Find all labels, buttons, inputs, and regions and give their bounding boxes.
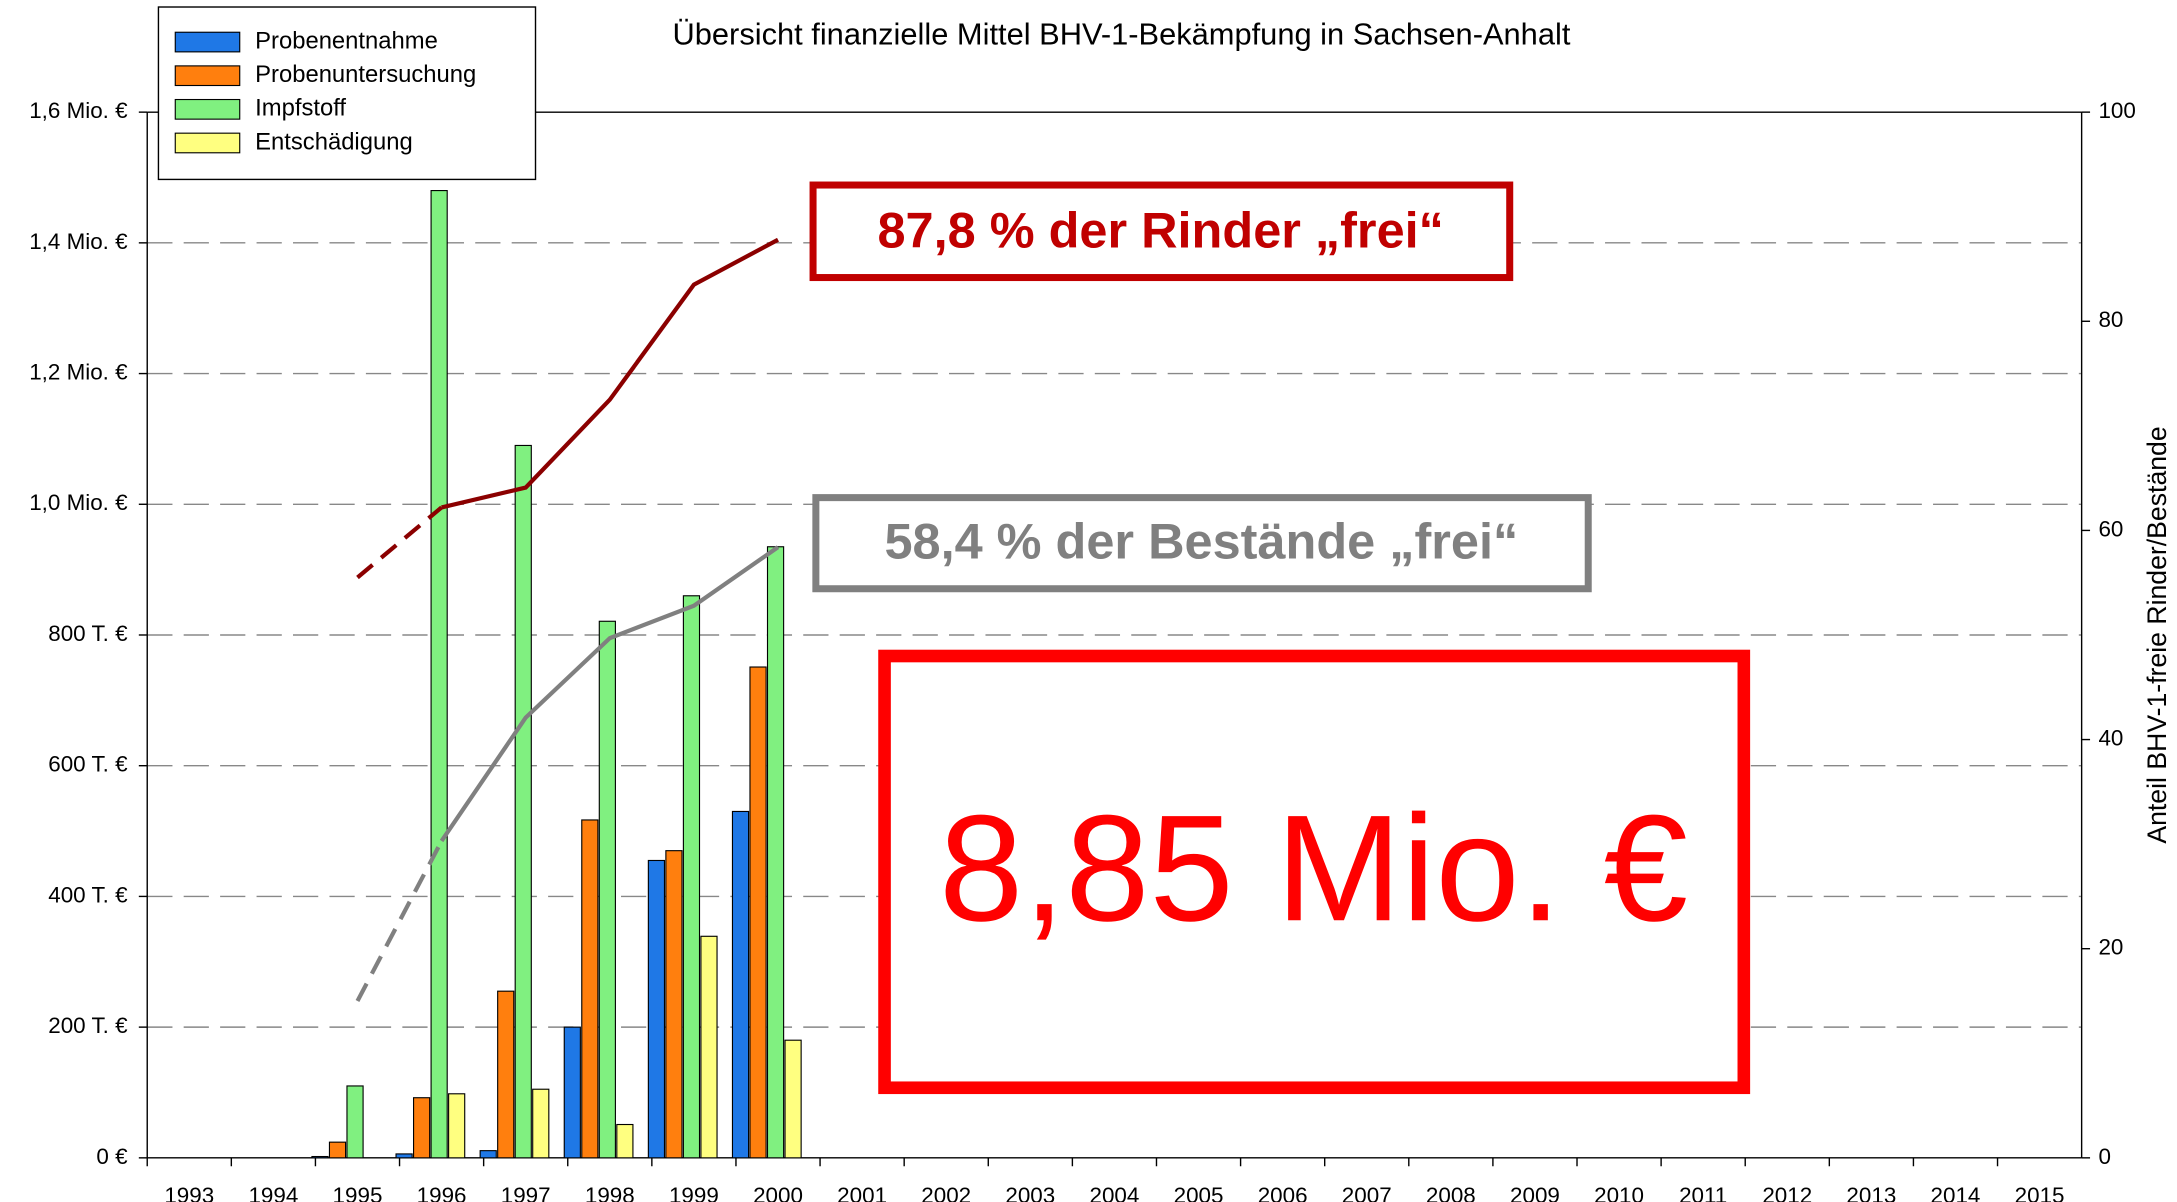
bar xyxy=(563,1026,581,1159)
annotation: 87,8 % der Rinder „frei“ xyxy=(877,201,1443,258)
x-tick-label: 2005 xyxy=(1174,1183,1224,1202)
y-tick-label: 1,6 Mio. € xyxy=(29,98,128,123)
x-tick-label: 2010 xyxy=(1594,1183,1644,1202)
y-tick-label: 1,2 Mio. € xyxy=(29,359,128,384)
y2-tick-label: 20 xyxy=(2098,935,2123,960)
bar xyxy=(700,935,718,1159)
x-tick-label: 2014 xyxy=(1931,1183,1981,1202)
y2-tick-label: 80 xyxy=(2098,307,2123,332)
bar xyxy=(532,1088,550,1159)
x-tick-label: 1997 xyxy=(501,1183,551,1202)
y-tick-label: 1,4 Mio. € xyxy=(29,229,128,254)
x-tick-label: 2008 xyxy=(1426,1183,1476,1202)
bar xyxy=(328,1141,347,1159)
y-tick-label: 600 T. € xyxy=(48,752,128,777)
y2-axis-label: Anteil BHV-1-freie Rinder/Bestände xyxy=(2142,426,2172,843)
x-tick-label: 2004 xyxy=(1090,1183,1140,1202)
x-tick-label: 2002 xyxy=(921,1183,971,1202)
legend-label: Impfstoff xyxy=(255,95,346,122)
x-tick-label: 1996 xyxy=(417,1183,467,1202)
bar xyxy=(766,546,785,1159)
x-tick-label: 2015 xyxy=(2015,1183,2065,1202)
bar xyxy=(497,990,515,1159)
annotation: 58,4 % der Bestände „frei“ xyxy=(884,513,1518,570)
line-segment-dashed xyxy=(355,840,444,1002)
bar xyxy=(479,1150,497,1159)
x-tick-label: 2006 xyxy=(1258,1183,1308,1202)
bar xyxy=(784,1039,802,1159)
bar xyxy=(731,810,750,1159)
y-tick-label: 400 T. € xyxy=(48,882,128,907)
legend-label: Entschädigung xyxy=(255,128,413,155)
y2-tick-label: 40 xyxy=(2098,725,2123,750)
y2-tick-label: 100 xyxy=(2098,98,2135,123)
x-tick-label: 2009 xyxy=(1510,1183,1560,1202)
annotation-box xyxy=(809,181,1514,282)
y2-tick-label: 60 xyxy=(2098,516,2123,541)
x-tick-label: 1993 xyxy=(164,1183,214,1202)
x-tick-label: 1994 xyxy=(248,1183,298,1202)
bar xyxy=(395,1153,413,1159)
y-tick-label: 200 T. € xyxy=(48,1013,128,1038)
x-tick-label: 2011 xyxy=(1679,1183,1727,1202)
bar xyxy=(581,819,599,1159)
x-tick-label: 2000 xyxy=(753,1183,803,1202)
x-tick-label: 2013 xyxy=(1846,1183,1896,1202)
legend-swatch xyxy=(174,132,241,154)
x-tick-label: 2001 xyxy=(837,1183,887,1202)
legend-label: Probenentnahme xyxy=(255,27,438,54)
x-tick-label: 2012 xyxy=(1762,1183,1812,1202)
annotation: 8,85 Mio. € xyxy=(939,784,1688,953)
x-tick-label: 2007 xyxy=(1342,1183,1392,1202)
y2-tick-label: 0 xyxy=(2098,1144,2110,1169)
y-tick-label: 800 T. € xyxy=(48,621,128,646)
legend: Probenentnahme Probenuntersuchung Impfstof… xyxy=(157,6,537,181)
legend-label: Probenuntersuchung xyxy=(255,61,476,88)
bar xyxy=(682,595,701,1159)
x-tick-label: 1999 xyxy=(669,1183,719,1202)
line xyxy=(441,237,780,510)
y-tick-label: 0 € xyxy=(96,1144,128,1169)
bar xyxy=(311,1155,329,1159)
x-tick-label: 1995 xyxy=(333,1183,383,1202)
line xyxy=(439,545,780,843)
x-tick-label: 2003 xyxy=(1005,1183,1055,1202)
chart-title: Übersicht finanzielle Mittel BHV-1-Bekäm… xyxy=(672,17,1570,52)
bar xyxy=(346,1085,364,1159)
bar xyxy=(598,620,616,1159)
y-tick-label: 1,0 Mio. € xyxy=(29,490,128,515)
bar xyxy=(665,850,683,1159)
line-segment-dashed xyxy=(356,505,443,580)
bar xyxy=(749,666,767,1159)
annotation-box xyxy=(812,494,1592,593)
bar xyxy=(616,1123,634,1159)
legend-swatch xyxy=(174,31,241,53)
legend-swatch xyxy=(174,98,241,120)
annotation-box xyxy=(878,649,1751,1095)
bar xyxy=(430,190,448,1159)
bar xyxy=(514,444,532,1159)
legend-swatch xyxy=(174,65,241,87)
bar xyxy=(448,1093,466,1159)
x-tick-label: 1998 xyxy=(585,1183,635,1202)
bar xyxy=(647,859,666,1159)
bar xyxy=(412,1097,431,1159)
